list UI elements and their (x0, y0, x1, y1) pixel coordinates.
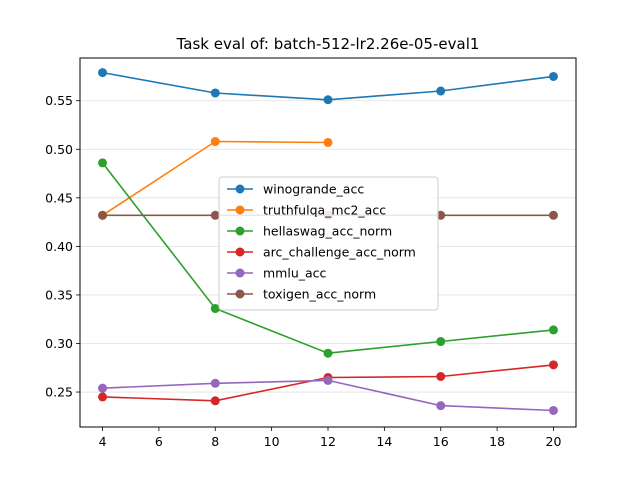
y-tick-label: 0.55 (45, 93, 73, 108)
legend-swatch-marker (235, 289, 245, 299)
legend-swatch-marker (235, 268, 245, 278)
data-point (210, 378, 220, 388)
data-point (323, 137, 333, 147)
series-hellaswag_acc_norm (98, 158, 558, 358)
data-point (98, 68, 108, 78)
data-point (98, 383, 108, 393)
legend-label: arc_challenge_acc_norm (263, 245, 416, 260)
data-point (98, 392, 108, 402)
legend-label: truthfulqa_mc2_acc (263, 203, 386, 218)
data-point (210, 88, 220, 98)
data-point (210, 396, 220, 406)
data-point (98, 210, 108, 220)
x-tick-label: 18 (489, 434, 505, 449)
y-tick-label: 0.45 (45, 190, 73, 205)
x-tick-label: 8 (211, 434, 219, 449)
x-tick-label: 20 (546, 434, 562, 449)
legend-swatch-marker (235, 247, 245, 257)
data-point (98, 158, 108, 168)
data-point (210, 304, 220, 314)
y-tick-label: 0.30 (45, 336, 73, 351)
legend: winogrande_acc truthfulqa_mc2_acc hellaswa… (218, 176, 439, 311)
data-point (548, 325, 558, 335)
y-tick-label: 0.25 (45, 385, 73, 400)
y-axis: 0.25 0.30 0.35 0.40 0.45 0.50 0.55 (45, 93, 80, 400)
series-winogrande_acc (98, 68, 558, 105)
data-point (548, 210, 558, 220)
legend-label: mmlu_acc (263, 266, 327, 281)
x-tick-label: 10 (264, 434, 280, 449)
x-tick-label: 4 (99, 434, 107, 449)
legend-swatch-marker (235, 205, 245, 215)
data-point (548, 405, 558, 415)
legend-item: truthfulqa_mc2_acc (227, 203, 386, 218)
legend-swatch-marker (235, 184, 245, 194)
series-mmlu_acc (98, 375, 558, 415)
data-point (323, 375, 333, 385)
data-point (548, 71, 558, 81)
series-layer (98, 68, 558, 415)
legend-label: winogrande_acc (263, 182, 364, 197)
data-point (548, 360, 558, 370)
legend-item: winogrande_acc (227, 182, 364, 197)
x-tick-label: 12 (320, 434, 336, 449)
legend-label: hellaswag_acc_norm (263, 224, 392, 239)
legend-label: toxigen_acc_norm (263, 287, 376, 302)
legend-item: hellaswag_acc_norm (227, 224, 392, 239)
legend-item: arc_challenge_acc_norm (227, 245, 416, 260)
chart-title: Task eval of: batch-512-lr2.26e-05-eval1 (176, 35, 480, 53)
data-point (436, 401, 446, 411)
y-tick-label: 0.35 (45, 287, 73, 302)
legend-item: mmlu_acc (227, 266, 327, 281)
x-tick-label: 6 (155, 434, 163, 449)
legend-item: toxigen_acc_norm (227, 287, 376, 302)
y-tick-label: 0.50 (45, 142, 73, 157)
data-point (323, 348, 333, 358)
data-point (210, 137, 220, 147)
y-tick-label: 0.40 (45, 239, 73, 254)
x-tick-label: 14 (376, 434, 392, 449)
data-point (210, 210, 220, 220)
data-point (323, 95, 333, 105)
legend-box (218, 176, 439, 311)
legend-swatch-marker (235, 226, 245, 236)
data-point (436, 86, 446, 96)
x-axis: 4 6 8 10 12 14 16 18 20 (99, 427, 562, 449)
x-tick-label: 16 (433, 434, 449, 449)
data-point (436, 372, 446, 382)
data-point (436, 337, 446, 347)
